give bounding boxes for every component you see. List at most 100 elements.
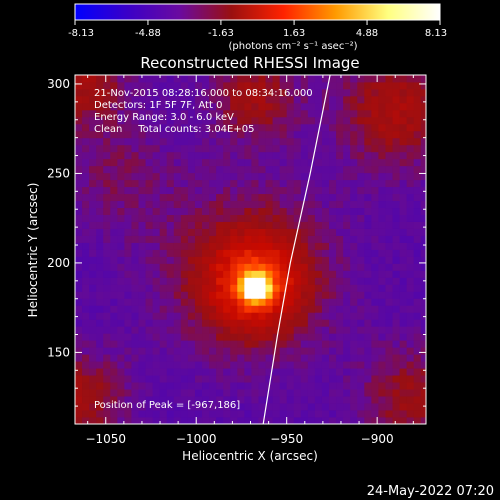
heatmap-cell bbox=[138, 410, 146, 418]
heatmap-cell bbox=[152, 221, 161, 229]
heatmap-cell bbox=[364, 179, 372, 188]
heatmap-cell bbox=[131, 172, 139, 181]
heatmap-cell bbox=[336, 242, 344, 250]
heatmap-cell bbox=[152, 179, 161, 188]
heatmap-cell bbox=[173, 228, 182, 236]
heatmap-cell bbox=[286, 179, 295, 188]
heatmap-cell bbox=[378, 354, 386, 362]
heatmap-cell bbox=[399, 396, 408, 404]
x-tick-label: −1000 bbox=[176, 432, 217, 446]
heatmap-cell bbox=[75, 256, 83, 264]
heatmap-cell bbox=[110, 221, 118, 229]
heatmap-cell bbox=[110, 312, 118, 320]
heatmap-cell bbox=[314, 403, 323, 411]
heatmap-cell bbox=[293, 326, 302, 334]
heatmap-cell bbox=[392, 382, 400, 390]
heatmap-cell bbox=[350, 263, 358, 271]
heatmap-cell bbox=[293, 123, 302, 132]
heatmap-cell bbox=[187, 319, 196, 327]
heatmap-cell bbox=[293, 256, 302, 264]
heatmap-cell bbox=[336, 417, 344, 424]
heatmap-cell bbox=[378, 270, 386, 278]
heatmap-cell bbox=[378, 333, 386, 341]
heatmap-cell bbox=[343, 165, 351, 174]
heatmap-cell bbox=[279, 284, 288, 292]
heatmap-cell bbox=[307, 200, 316, 209]
heatmap-cell bbox=[216, 200, 224, 209]
heatmap-cell bbox=[406, 75, 415, 76]
heatmap-cell bbox=[145, 137, 154, 146]
heatmap-cell bbox=[385, 151, 393, 160]
heatmap-cell bbox=[385, 214, 393, 222]
heatmap-cell bbox=[82, 263, 90, 271]
heatmap-cell bbox=[96, 123, 104, 132]
heatmap-cell bbox=[272, 347, 281, 355]
heatmap-cell bbox=[385, 75, 393, 76]
heatmap-cell bbox=[420, 375, 426, 383]
heatmap-cell bbox=[265, 123, 273, 132]
heatmap-cell bbox=[300, 298, 309, 306]
heatmap-cell bbox=[385, 172, 393, 181]
heatmap-cell bbox=[89, 291, 97, 299]
heatmap-cell bbox=[293, 270, 302, 278]
heatmap-cell bbox=[265, 228, 273, 236]
heatmap-cell bbox=[251, 382, 259, 390]
heatmap-cell bbox=[230, 270, 238, 278]
heatmap-cell bbox=[392, 137, 400, 146]
heatmap-cell bbox=[202, 207, 210, 215]
heatmap-cell bbox=[343, 109, 351, 118]
heatmap-cell bbox=[194, 88, 203, 97]
heatmap-cell bbox=[343, 221, 351, 229]
heatmap-cell bbox=[378, 207, 386, 215]
heatmap-cell bbox=[307, 319, 316, 327]
y-tick-label: 200 bbox=[47, 256, 70, 270]
heatmap-cell bbox=[371, 75, 379, 83]
heatmap-cell bbox=[180, 396, 189, 404]
heatmap-cell bbox=[399, 137, 408, 146]
heatmap-cell bbox=[279, 368, 288, 376]
heatmap-cell bbox=[378, 186, 386, 195]
heatmap-cell bbox=[145, 116, 154, 125]
heatmap-cell bbox=[343, 228, 351, 236]
heatmap-cell bbox=[307, 375, 316, 383]
heatmap-cell bbox=[96, 95, 104, 104]
heatmap-cell bbox=[329, 375, 337, 383]
heatmap-cell bbox=[124, 396, 132, 404]
heatmap-cell bbox=[180, 81, 189, 90]
heatmap-cell bbox=[138, 109, 146, 118]
heatmap-cell bbox=[117, 235, 125, 243]
heatmap-cell bbox=[251, 221, 259, 229]
heatmap-cell bbox=[187, 193, 196, 202]
heatmap-cell bbox=[131, 123, 139, 132]
heatmap-cell bbox=[364, 277, 372, 285]
heatmap-cell bbox=[152, 207, 161, 215]
heatmap-cell bbox=[117, 326, 125, 334]
heatmap-cell bbox=[209, 137, 217, 146]
heatmap-cell bbox=[110, 277, 118, 285]
heatmap-cell bbox=[385, 298, 393, 306]
heatmap-cell bbox=[223, 109, 231, 118]
heatmap-cell bbox=[413, 200, 422, 209]
heatmap-cell bbox=[75, 361, 83, 369]
heatmap-cell bbox=[166, 81, 175, 90]
heatmap-cell bbox=[230, 382, 238, 390]
heatmap-cell bbox=[82, 235, 90, 243]
heatmap-cell bbox=[329, 88, 337, 97]
heatmap-cell bbox=[420, 389, 426, 397]
heatmap-cell bbox=[216, 354, 224, 362]
heatmap-cell bbox=[194, 249, 203, 257]
heatmap-cell bbox=[286, 361, 295, 369]
heatmap-cell bbox=[251, 298, 259, 306]
heatmap-cell bbox=[265, 340, 273, 348]
heatmap-cell bbox=[216, 75, 224, 83]
heatmap-cell bbox=[399, 102, 408, 111]
heatmap-cell bbox=[329, 109, 337, 118]
heatmap-cell bbox=[251, 193, 259, 202]
heatmap-cell bbox=[152, 340, 161, 348]
heatmap-cell bbox=[223, 361, 231, 369]
heatmap-cell bbox=[293, 298, 302, 306]
heatmap-cell bbox=[145, 102, 154, 111]
heatmap-cell bbox=[230, 214, 238, 222]
heatmap-cell bbox=[187, 396, 196, 404]
heatmap-cell bbox=[392, 179, 400, 188]
